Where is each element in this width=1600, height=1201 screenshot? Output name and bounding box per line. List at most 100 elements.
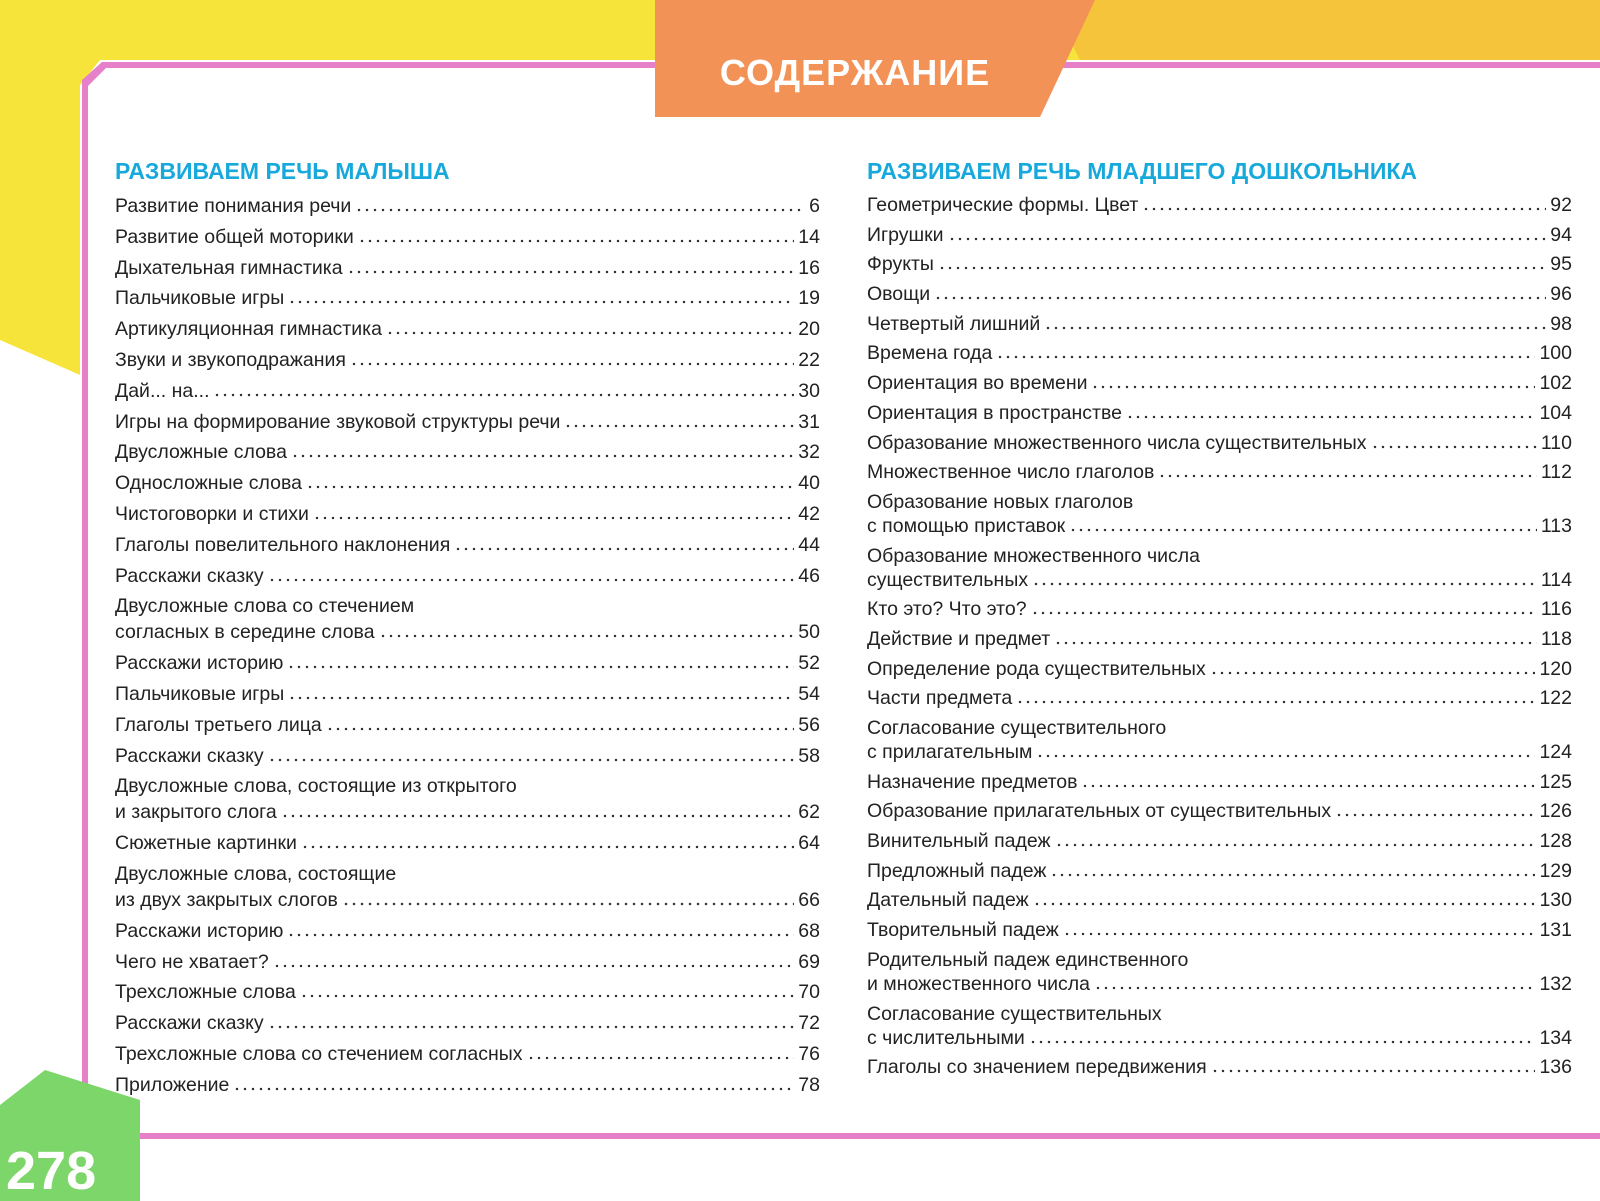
dot-leader — [325, 726, 795, 731]
toc-entry: Односложные слова 40 — [115, 470, 820, 496]
toc-entry: Дай... на... 30 — [115, 378, 820, 404]
entry-title: с числительными — [867, 1026, 1025, 1049]
page-ref: 92 — [1550, 194, 1572, 216]
entry-row: Геометрические формы. Цвет 92 — [867, 193, 1572, 217]
entry-title: Трехсложные слова со стечением согласных — [115, 1042, 523, 1065]
entry-row: и множественного числа 132 — [867, 972, 1572, 996]
toc-entry: Образование множественного числа существи… — [867, 544, 1572, 592]
entry-title: и закрытого слога — [115, 801, 277, 824]
entry-title: Звуки и звукоподражания — [115, 348, 346, 371]
page-ref: 14 — [798, 225, 820, 248]
entry-row: Кто это? Что это? 116 — [867, 597, 1572, 621]
page-ref: 19 — [798, 287, 820, 310]
page-ref: 78 — [798, 1073, 820, 1096]
entry-row: Пальчиковые игры 54 — [115, 681, 820, 707]
toc-entry: Звуки и звукоподражания 22 — [115, 347, 820, 373]
title: СОДЕРЖАНИЕ — [719, 52, 991, 93]
toc-entry: Согласование существительного с прилагате… — [867, 716, 1572, 764]
toc-entry: Пальчиковые игры 54 — [115, 681, 820, 707]
entry-title: с прилагательным — [867, 741, 1033, 763]
entry-title: Чего не хватает? — [115, 950, 269, 973]
dot-leader — [1094, 985, 1536, 990]
toc-entry: Расскажи историю 68 — [115, 918, 820, 944]
entry-title: Артикуляционная гимнастика — [115, 318, 382, 341]
entry-title: Развитие понимания речи — [115, 195, 352, 217]
dot-leader — [1028, 1039, 1536, 1044]
page-ref: 16 — [798, 256, 820, 279]
page-ref: 54 — [798, 682, 820, 705]
entry-title: Игрушки — [867, 223, 944, 246]
page-ref: 130 — [1539, 889, 1572, 912]
entry-title: Творительный падеж — [867, 919, 1059, 942]
page-ref: 22 — [798, 348, 820, 371]
entry-title: согласных в середине слова — [115, 621, 375, 644]
entry-title: Фрукты — [867, 253, 934, 276]
dot-leader — [300, 845, 795, 850]
entry-row: с числительными 134 — [867, 1026, 1572, 1050]
entry-title: Ориентация в пространстве — [867, 401, 1122, 424]
entry-row: Сюжетные картинки 64 — [115, 830, 820, 856]
page-ref: 44 — [798, 533, 820, 556]
page-ref: 70 — [798, 981, 820, 1004]
entry-title: Игры на формирование звуковой структуры … — [115, 410, 561, 433]
entry-row: Чистоговорки и стихи 42 — [115, 501, 820, 527]
entry-title: Приложение — [115, 1073, 230, 1096]
toc-entry: Ориентация во времени 102 — [867, 371, 1572, 395]
entry-title: Ориентация во времени — [867, 372, 1088, 395]
entry-title: Чистоговорки и стихи — [115, 502, 309, 525]
dot-leader — [526, 1055, 795, 1060]
dot-leader — [312, 515, 795, 520]
dot-leader — [1091, 385, 1536, 390]
entry-row: Развитие общей моторики 14 — [115, 224, 820, 250]
entry-row: Образование прилагательных от существите… — [867, 799, 1572, 823]
toc-entry: Двусложные слова со стечением согласных в… — [115, 593, 820, 645]
entry-title: Образование прилагательных от существите… — [867, 800, 1332, 823]
entry-title: Двусложные слова со стечением — [115, 595, 415, 618]
page-ref: 46 — [798, 564, 820, 587]
entry-row: Двусложные слова 32 — [115, 439, 820, 465]
dot-leader — [1050, 872, 1536, 877]
entry-row: с прилагательным 124 — [867, 740, 1572, 764]
section-heading: РАЗВИВАЕМ РЕЧЬ МАЛЫША — [115, 158, 450, 184]
entry-row: Глаголы третьего лица 56 — [115, 712, 820, 738]
page-ref: 98 — [1550, 312, 1572, 335]
toc-entry: Пальчиковые игры 19 — [115, 285, 820, 311]
entry-row: Действие и предмет 118 — [867, 627, 1572, 651]
dot-leader — [280, 814, 795, 819]
page-ref: 118 — [1540, 627, 1572, 650]
entry-row: Винительный падеж 128 — [867, 829, 1572, 853]
dot-leader — [1054, 843, 1536, 848]
page-ref: 112 — [1540, 461, 1572, 484]
dot-leader — [1044, 325, 1547, 330]
entry-row: Ориентация во времени 102 — [867, 371, 1572, 395]
entry-row: Расскажи историю 52 — [115, 650, 820, 676]
toc-entry: Овощи 96 — [867, 282, 1572, 306]
page-ref: 126 — [1539, 800, 1572, 823]
page-ref: 52 — [798, 652, 820, 675]
page-ref: 69 — [798, 950, 820, 973]
page-ref: 116 — [1540, 598, 1572, 621]
entry-row: Определение рода существительных 120 — [867, 657, 1572, 681]
toc-entry: Расскажи сказку 58 — [115, 743, 820, 769]
dot-leader — [346, 269, 795, 274]
page-ref: 120 — [1539, 657, 1572, 680]
entry-title: Части предмета — [867, 687, 1013, 710]
toc-entry: Трехсложные слова 70 — [115, 979, 820, 1005]
entry-title: Согласование существительных — [867, 1002, 1162, 1025]
entry-title: Четвертый лишний — [867, 312, 1041, 335]
page-ref: 72 — [798, 1012, 820, 1035]
entry-row: и закрытого слога 62 — [115, 799, 820, 825]
page-ref: 50 — [798, 621, 820, 644]
toc-entry: Ориентация в пространстве 104 — [867, 401, 1572, 425]
toc-entry: Двусложные слова 32 — [115, 439, 820, 465]
page-ref: 58 — [798, 744, 820, 767]
entry-title: Расскажи историю — [115, 919, 284, 942]
toc-entry: Винительный падеж 128 — [867, 829, 1572, 853]
toc-entry: Сюжетные картинки 64 — [115, 830, 820, 856]
entry-title: Действие и предмет — [867, 627, 1051, 650]
entry-title: Кто это? Что это? — [867, 598, 1027, 621]
dot-leader — [357, 238, 795, 243]
entry-row: Образование множественного числа существ… — [867, 431, 1572, 455]
page-ref: 102 — [1539, 372, 1572, 395]
entry-title: Образование новых глаголов — [867, 490, 1134, 513]
